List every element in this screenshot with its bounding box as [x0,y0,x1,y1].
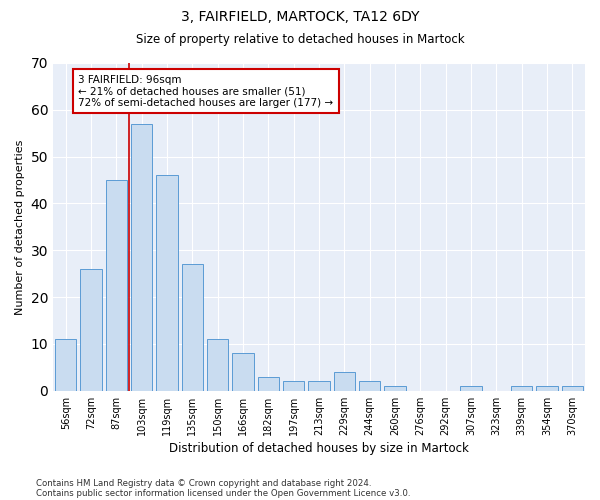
Bar [131,124,152,391]
Bar [80,269,102,391]
Text: Contains public sector information licensed under the Open Government Licence v3: Contains public sector information licen… [36,488,410,498]
Text: Size of property relative to detached houses in Martock: Size of property relative to detached ho… [136,32,464,46]
Bar [334,372,355,391]
Bar [384,386,406,391]
Bar [257,377,279,391]
X-axis label: Distribution of detached houses by size in Martock: Distribution of detached houses by size … [169,442,469,455]
Bar [55,340,76,391]
Bar [511,386,532,391]
Bar [106,180,127,391]
Text: Contains HM Land Registry data © Crown copyright and database right 2024.: Contains HM Land Registry data © Crown c… [36,478,371,488]
Bar [562,386,583,391]
Text: 3 FAIRFIELD: 96sqm
← 21% of detached houses are smaller (51)
72% of semi-detache: 3 FAIRFIELD: 96sqm ← 21% of detached hou… [79,74,334,108]
Bar [308,382,330,391]
Bar [232,354,254,391]
Text: 3, FAIRFIELD, MARTOCK, TA12 6DY: 3, FAIRFIELD, MARTOCK, TA12 6DY [181,10,419,24]
Bar [156,176,178,391]
Bar [460,386,482,391]
Bar [182,264,203,391]
Y-axis label: Number of detached properties: Number of detached properties [15,139,25,314]
Bar [207,340,229,391]
Bar [283,382,304,391]
Bar [536,386,558,391]
Bar [359,382,380,391]
